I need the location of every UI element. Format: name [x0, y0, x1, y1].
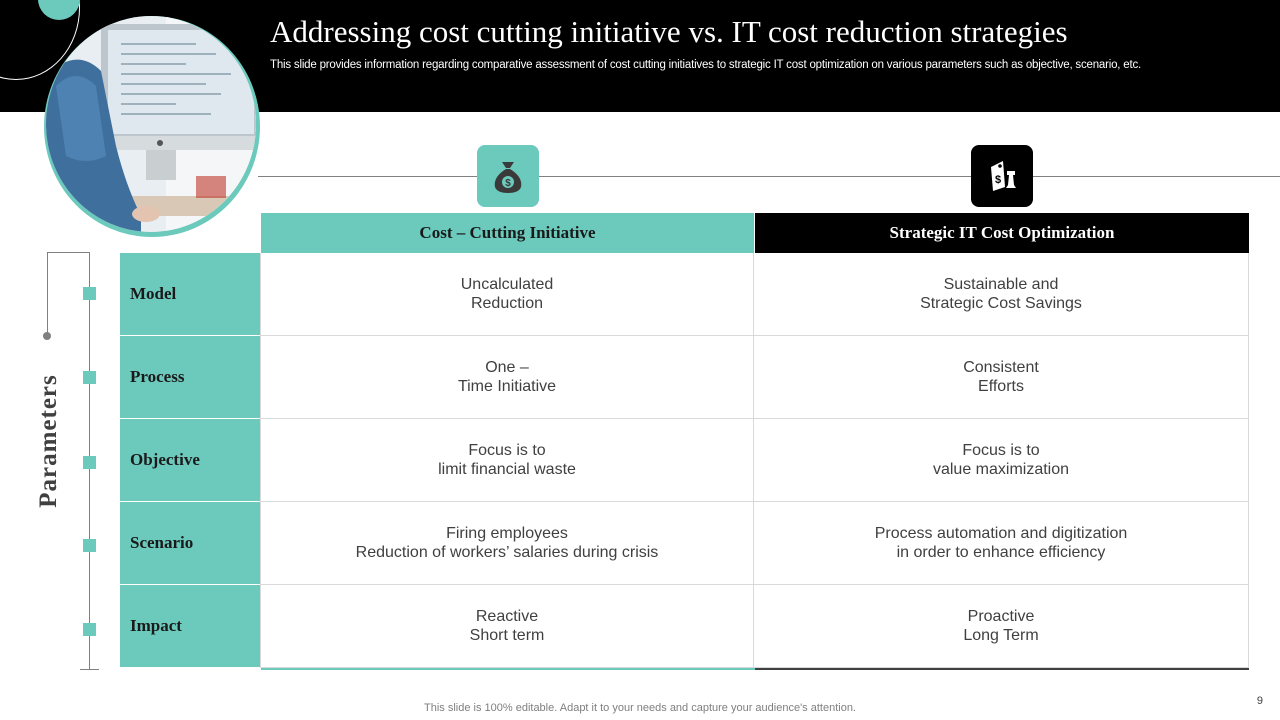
cell-line: Focus is to — [468, 442, 546, 459]
table-cell: Focus is to value maximization — [754, 419, 1249, 502]
table-cell: Process automation and digitization in o… — [754, 502, 1249, 585]
cell-line: in order to enhance efficiency — [896, 544, 1106, 561]
table-bottom-border — [261, 668, 755, 670]
footer-note: This slide is 100% editable. Adapt it to… — [0, 702, 1280, 714]
cell-line: limit financial waste — [438, 461, 576, 478]
cell-line: Sustainable and — [943, 276, 1059, 293]
parameter-rail — [48, 252, 89, 253]
computer-user-photo — [46, 16, 256, 232]
cell-line: Efforts — [978, 378, 1024, 395]
cell-line: Strategic Cost Savings — [920, 295, 1082, 312]
cell-line: Process automation and digitization — [874, 525, 1128, 542]
page-number: 9 — [1256, 695, 1263, 707]
table-cell: Reactive Short term — [260, 585, 754, 668]
row-label-process: Process — [120, 336, 260, 419]
footer-text: This slide is 100% editable. Adapt it to… — [424, 702, 856, 714]
decorative-circle — [38, 0, 80, 20]
rail-marker — [83, 539, 96, 552]
table-cell: One – Time Initiative — [260, 336, 754, 419]
table-cell: Sustainable and Strategic Cost Savings — [754, 253, 1249, 336]
price-tag-chess-icon: $ — [971, 145, 1033, 207]
slide-subtitle: This slide provides information regardin… — [270, 59, 1142, 71]
row-label-objective: Objective — [120, 419, 260, 502]
column-header-strategic-it: Strategic IT Cost Optimization — [755, 213, 1249, 253]
cell-line: One – — [485, 359, 529, 376]
table-cell: Consistent Efforts — [754, 336, 1249, 419]
table-row: Objective Focus is to limit financial wa… — [120, 419, 1249, 502]
cell-line: Short term — [469, 627, 545, 644]
column-header-cost-cutting: Cost – Cutting Initiative — [261, 213, 754, 253]
table-row: Scenario Firing employees Reduction of w… — [120, 502, 1249, 585]
parameter-rail — [80, 669, 99, 670]
table-row: Impact Reactive Short term Proactive Lon… — [120, 585, 1249, 668]
cell-line: value maximization — [932, 461, 1070, 478]
table-cell: Proactive Long Term — [754, 585, 1249, 668]
parameter-rail — [47, 252, 48, 336]
parameters-label: Parameters — [35, 374, 62, 508]
cell-line: Consistent — [963, 359, 1039, 376]
svg-text:$: $ — [995, 174, 1001, 186]
cell-line: Uncalculated — [460, 276, 554, 293]
money-bag-icon: $ — [477, 145, 539, 207]
cell-line: Focus is to — [962, 442, 1040, 459]
cell-line: Firing employees — [446, 525, 568, 542]
rail-marker — [83, 456, 96, 469]
table-cell: Focus is to limit financial waste — [260, 419, 754, 502]
rail-dot — [43, 332, 51, 340]
cell-line: Reduction of workers’ salaries during cr… — [355, 544, 659, 561]
cell-line: Reactive — [475, 608, 539, 625]
row-label-impact: Impact — [120, 585, 260, 668]
cell-line: Time Initiative — [457, 378, 557, 395]
table-cell: Firing employees Reduction of workers’ s… — [260, 502, 754, 585]
divider-line — [258, 176, 1280, 177]
rail-marker — [83, 623, 96, 636]
cell-line: Long Term — [963, 627, 1039, 644]
slide-title: Addressing cost cutting initiative vs. I… — [270, 14, 1068, 49]
table-cell: Uncalculated Reduction — [260, 253, 754, 336]
svg-text:$: $ — [505, 178, 511, 189]
table-row: Process One – Time Initiative Consistent… — [120, 336, 1249, 419]
table-bottom-border — [755, 668, 1249, 670]
rail-marker — [83, 287, 96, 300]
rail-marker — [83, 371, 96, 384]
row-label-model: Model — [120, 253, 260, 336]
cell-line: Proactive — [967, 608, 1035, 625]
cell-line: Reduction — [470, 295, 544, 312]
row-label-scenario: Scenario — [120, 502, 260, 585]
table-row: Model Uncalculated Reduction Sustainable… — [120, 253, 1249, 336]
